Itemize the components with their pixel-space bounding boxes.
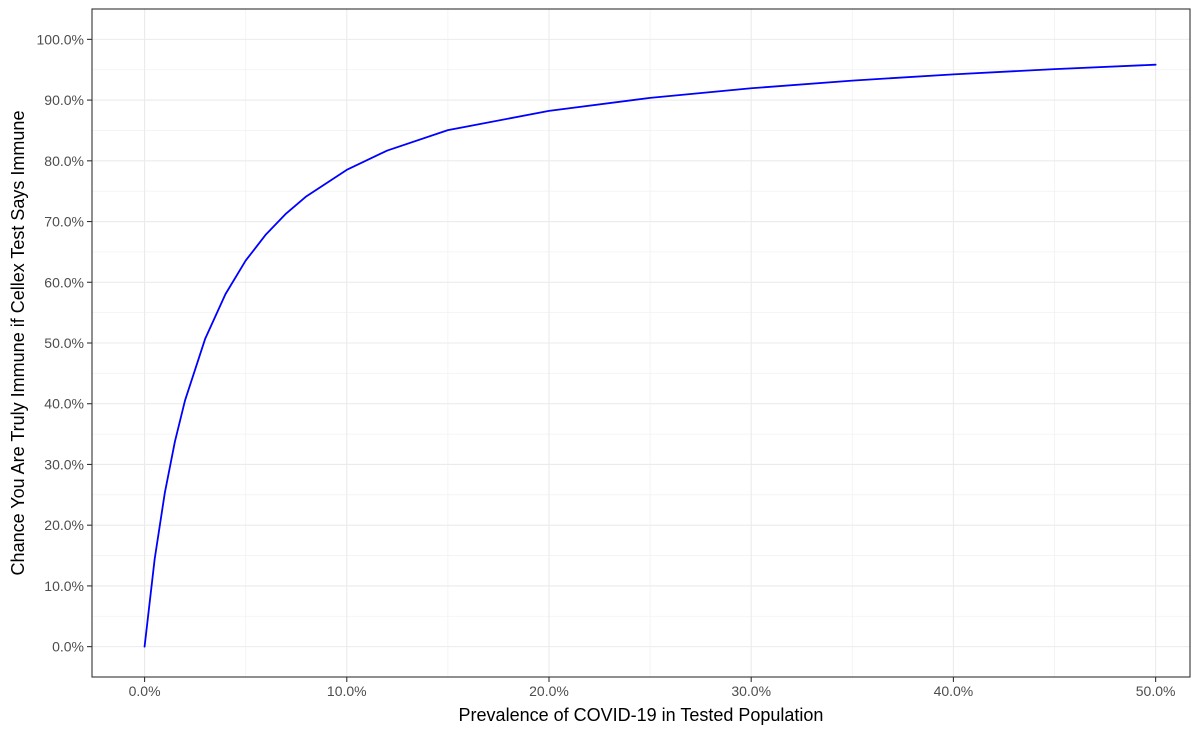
series-layer	[143, 63, 1157, 648]
x-tick-label: 10.0%	[327, 683, 367, 699]
y-tick-label: 0.0%	[52, 639, 84, 655]
y-tick-label: 10.0%	[44, 578, 84, 594]
y-tick-label: 70.0%	[44, 214, 84, 230]
y-axis-title: Chance You Are Truly Immune if Cellex Te…	[8, 111, 28, 576]
x-tick-label: 40.0%	[934, 683, 974, 699]
y-tick-label: 50.0%	[44, 335, 84, 351]
grid	[92, 9, 1190, 677]
series-line	[143, 63, 1157, 648]
y-tick-label: 60.0%	[44, 274, 84, 290]
axes: 0.0% 10.0% 20.0% 30.0% 40.0% 50.0% 0.0% 10.0% 20…	[37, 31, 1176, 699]
x-tick-label: 20.0%	[529, 683, 569, 699]
y-tick-label: 30.0%	[44, 456, 84, 472]
x-tick-label: 50.0%	[1136, 683, 1176, 699]
x-tick-label: 0.0%	[129, 683, 161, 699]
y-tick-label: 20.0%	[44, 517, 84, 533]
y-tick-label: 80.0%	[44, 153, 84, 169]
x-axis-title: Prevalence of COVID-19 in Tested Populat…	[459, 705, 824, 725]
y-tick-label: 100.0%	[37, 31, 84, 47]
y-tick-label: 40.0%	[44, 396, 84, 412]
x-tick-label: 30.0%	[731, 683, 771, 699]
y-tick-label: 90.0%	[44, 92, 84, 108]
